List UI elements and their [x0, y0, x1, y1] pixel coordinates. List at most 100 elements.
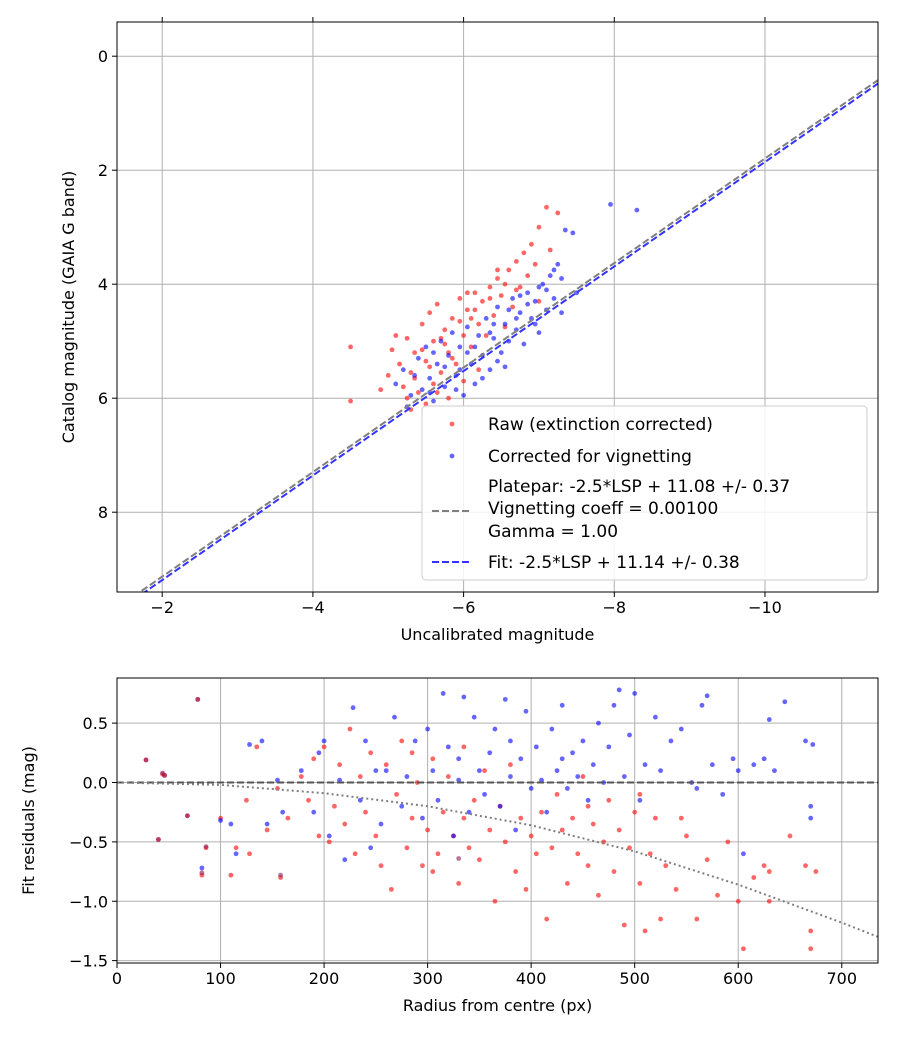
data-point — [673, 886, 679, 892]
data-point — [621, 774, 627, 779]
y-tick-label: 6 — [98, 389, 108, 408]
data-point — [533, 851, 539, 857]
data-point — [544, 809, 550, 815]
data-point — [554, 768, 560, 774]
data-point — [575, 851, 581, 857]
data-point — [627, 845, 632, 851]
data-point — [321, 738, 327, 744]
data-point — [596, 720, 601, 726]
data-point — [492, 726, 498, 732]
legend-label: Corrected for vignetting — [488, 447, 692, 467]
data-point — [766, 717, 772, 722]
data-point — [440, 691, 446, 696]
data-point — [495, 267, 500, 273]
data-point — [555, 210, 561, 216]
data-point — [570, 230, 576, 236]
data-point — [532, 321, 538, 327]
data-point — [321, 744, 327, 750]
data-point — [559, 276, 564, 281]
data-point — [580, 738, 586, 744]
data-point — [510, 304, 515, 310]
data-point — [472, 290, 478, 296]
data-point — [378, 821, 384, 827]
dashed-line — [138, 79, 878, 592]
data-point — [476, 768, 482, 774]
data-point — [808, 803, 814, 809]
data-point — [199, 865, 205, 871]
data-point — [528, 786, 534, 791]
x-tick-label: −2 — [150, 598, 174, 617]
data-point — [468, 316, 474, 321]
data-point — [549, 726, 555, 732]
data-point — [694, 786, 700, 791]
residuals-plot: 0 100 200 300 400 500 600 700 0.5 0.0 −0.5 −1.0 −1.5… — [19, 677, 879, 1015]
data-point — [423, 344, 429, 350]
data-point — [316, 750, 322, 756]
data-point — [464, 324, 470, 330]
data-point — [521, 250, 527, 256]
data-point — [502, 281, 508, 287]
data-point — [185, 813, 190, 819]
data-point — [642, 928, 648, 934]
data-point — [453, 387, 459, 393]
data-point — [348, 398, 353, 404]
data-point — [431, 350, 436, 355]
data-point — [559, 827, 565, 833]
data-point — [704, 693, 710, 699]
y-tick-label: −0.5 — [69, 833, 108, 852]
plot-area — [117, 687, 878, 952]
data-point — [658, 916, 663, 922]
data-point — [570, 815, 575, 821]
data-point — [627, 732, 632, 738]
data-point — [536, 224, 542, 230]
data-point — [415, 390, 421, 395]
data-point — [544, 287, 549, 293]
data-point — [373, 833, 379, 839]
data-point — [606, 744, 612, 750]
data-point — [482, 768, 487, 774]
x-tick-label: 300 — [412, 969, 443, 988]
dashed-line — [143, 82, 878, 592]
data-point — [642, 762, 648, 768]
data-point — [518, 756, 524, 762]
data-point — [461, 694, 467, 700]
data-point — [373, 768, 379, 774]
data-point — [453, 361, 459, 367]
data-point — [482, 791, 487, 797]
data-point — [378, 387, 384, 393]
data-point — [559, 702, 565, 708]
data-point — [228, 872, 234, 878]
data-point — [772, 768, 777, 774]
data-point — [513, 869, 519, 874]
data-point — [536, 330, 542, 336]
data-point — [357, 774, 363, 779]
data-point — [430, 768, 436, 774]
data-point — [803, 863, 808, 869]
data-point — [404, 335, 410, 341]
data-point — [803, 738, 808, 744]
x-tick-label: 600 — [723, 969, 754, 988]
data-point — [715, 892, 720, 898]
data-point — [502, 696, 508, 702]
data-point — [461, 815, 467, 821]
data-point — [218, 818, 223, 823]
legend-marker — [449, 421, 455, 427]
data-point — [502, 839, 508, 845]
data-point — [400, 384, 406, 390]
data-point — [544, 204, 549, 210]
data-point — [502, 364, 508, 370]
data-point — [637, 881, 643, 886]
data-point — [720, 791, 726, 797]
plot-area — [138, 79, 878, 592]
data-point — [199, 870, 205, 876]
data-point — [480, 375, 485, 381]
x-tick-label: 0 — [112, 969, 122, 988]
data-point — [564, 881, 570, 886]
legend-label: Platepar: -2.5*LSP + 11.08 +/- 0.37 Vigne… — [488, 477, 790, 542]
data-point — [464, 290, 470, 296]
data-point — [637, 791, 643, 797]
data-point — [564, 786, 570, 791]
data-point — [513, 259, 519, 264]
data-point — [608, 202, 613, 207]
legend-label: Fit: -2.5*LSP + 11.14 +/- 0.38 — [488, 553, 740, 573]
